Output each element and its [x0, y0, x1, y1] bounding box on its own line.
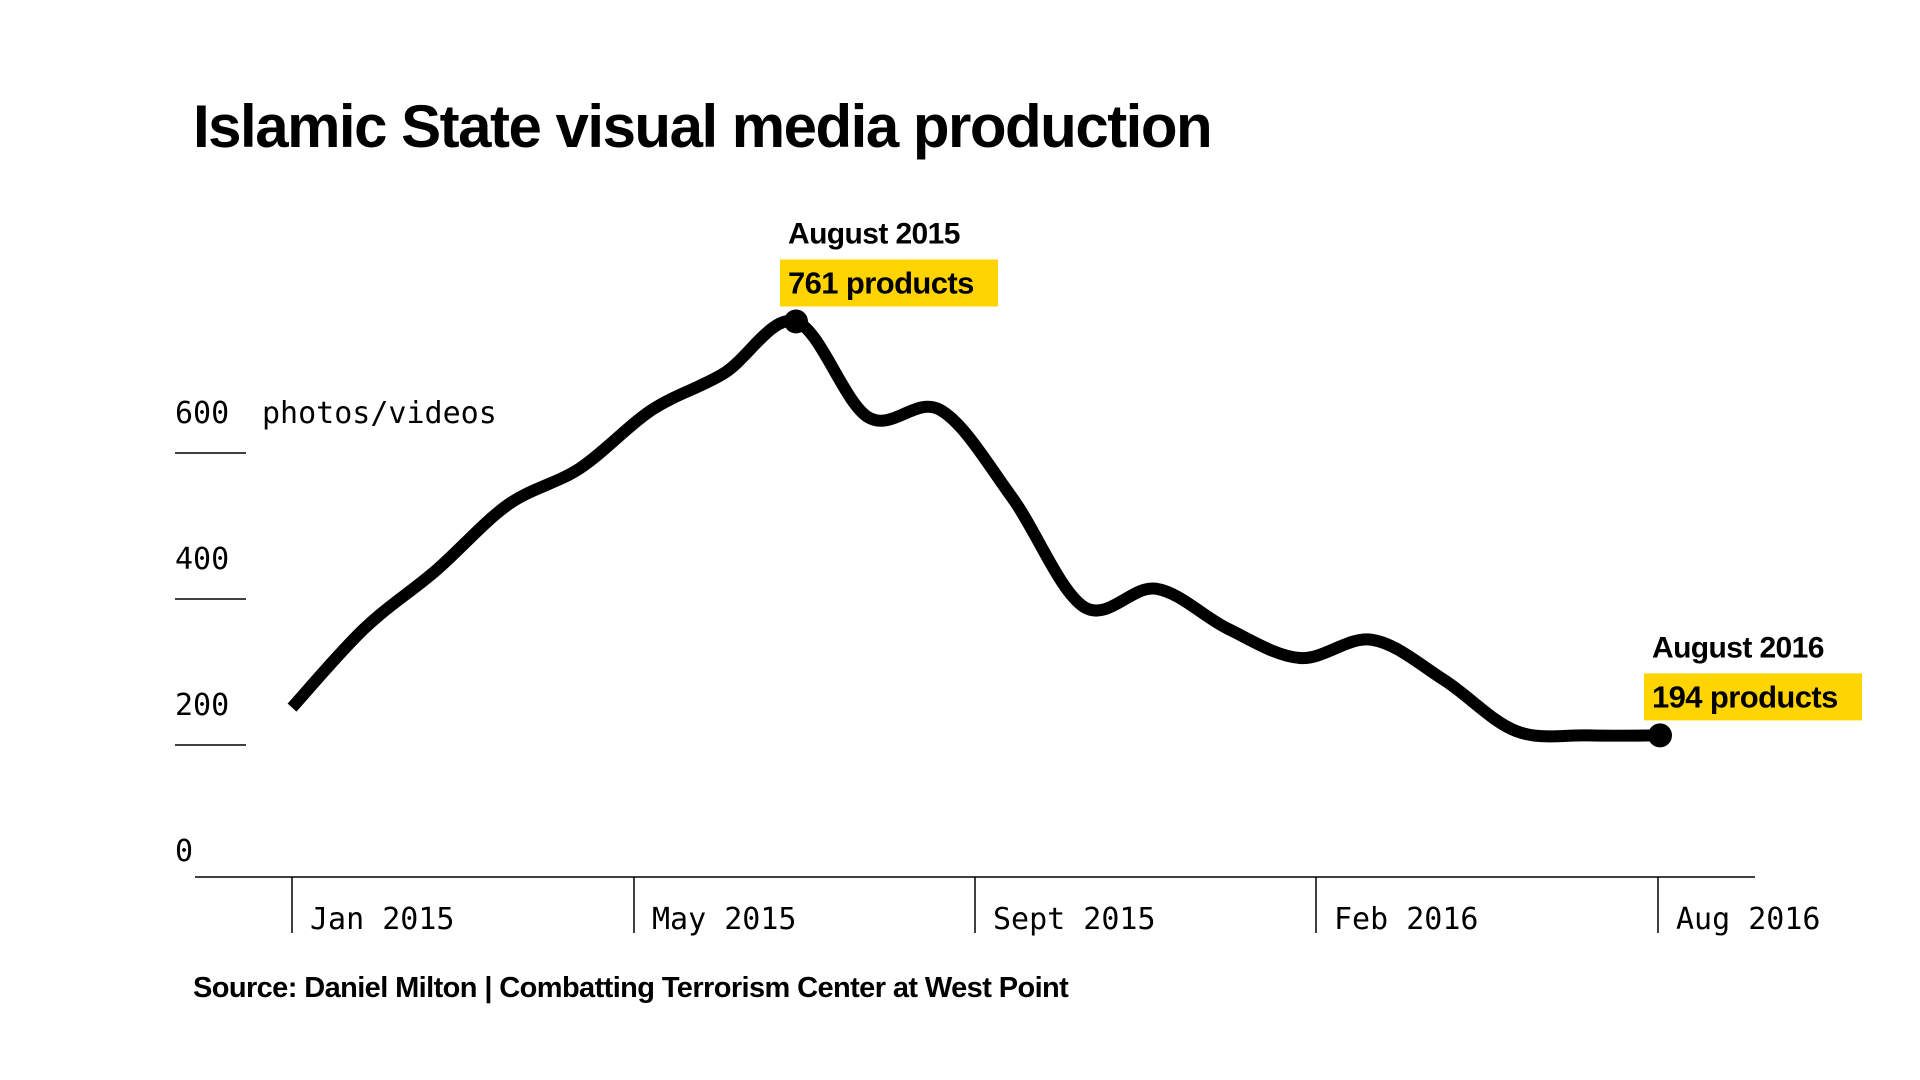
- annotation: August 2016 194 products: [1644, 631, 1862, 748]
- series-line: [287, 314, 1661, 743]
- y-axis: 0 200 400 600 photos/videos: [175, 396, 497, 869]
- x-tick-label: Jan 2015: [310, 902, 455, 937]
- annotation-date: August 2016: [1652, 631, 1824, 664]
- annotations: August 2015 761 products August 2016 194 pr…: [780, 217, 1862, 748]
- y-tick-label: 600: [175, 396, 229, 431]
- y-unit-label: photos/videos: [262, 396, 497, 431]
- annotation-marker: [1648, 723, 1672, 748]
- x-tick-label: Feb 2016: [1334, 902, 1479, 937]
- annotation-value: 761 products: [788, 265, 974, 300]
- source-note: Source: Daniel Milton | Combatting Terro…: [193, 972, 1069, 1004]
- annotation-highlight: [1644, 673, 1862, 721]
- y-tick-label: 400: [175, 542, 229, 577]
- annotation-value: 194 products: [1652, 679, 1838, 714]
- chart-title: Islamic State visual media production: [193, 93, 1213, 160]
- x-tick-label: Aug 2016: [1676, 902, 1821, 937]
- x-tick-label: May 2015: [652, 902, 797, 937]
- annotation-highlight: [780, 259, 998, 307]
- annotation: August 2015 761 products: [780, 217, 998, 334]
- y-tick-label: 0: [175, 834, 193, 869]
- annotation-marker: [784, 309, 808, 334]
- y-tick-label: 200: [175, 688, 229, 723]
- x-tick-label: Sept 2015: [993, 902, 1156, 937]
- x-axis: Jan 2015 May 2015 Sept 2015 Feb 2016 Aug 201…: [195, 876, 1821, 937]
- annotation-date: August 2015: [788, 217, 960, 250]
